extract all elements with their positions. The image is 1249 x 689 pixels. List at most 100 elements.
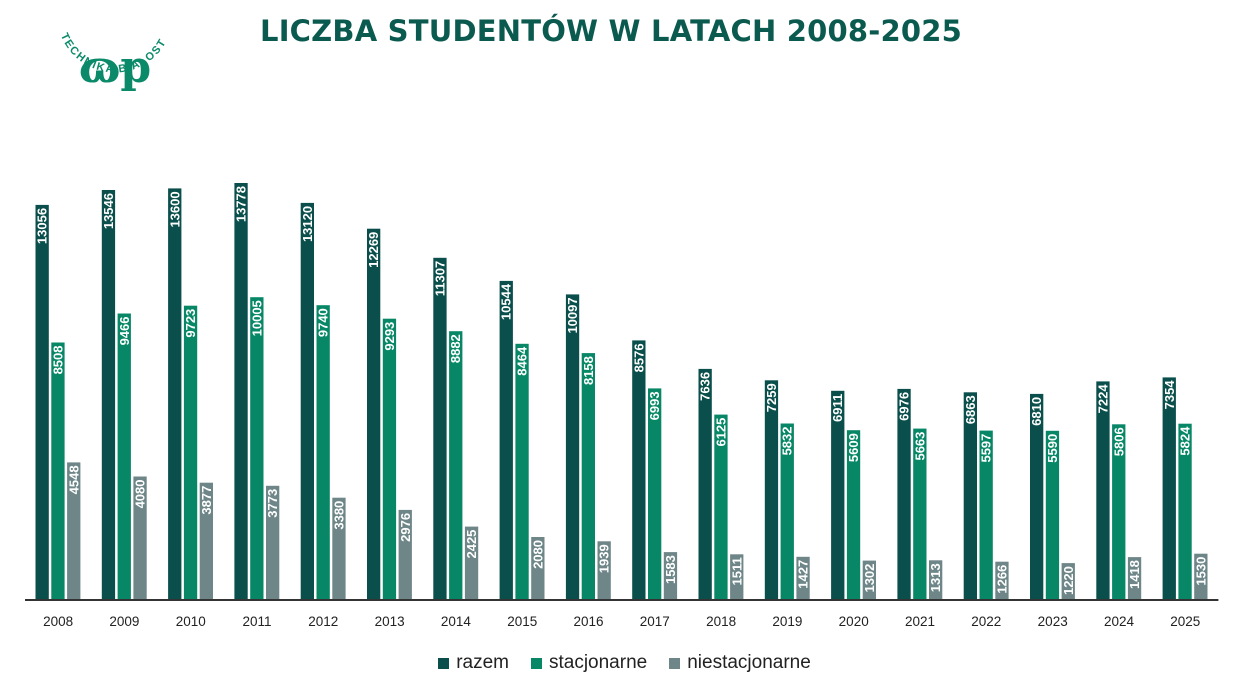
data-label-stacjonarne-2024: 5806 [1111,427,1126,456]
data-label-razem-2024: 7224 [1096,384,1111,414]
data-label-razem-2017: 8576 [631,343,646,372]
bar-niestacjonarne-2008 [67,462,81,600]
bar-razem-2024 [1096,381,1110,600]
data-label-stacjonarne-2020: 5609 [846,433,861,462]
data-label-stacjonarne-2016: 8158 [581,356,596,385]
data-label-razem-2011: 13778 [234,186,249,222]
bar-razem-2012 [300,202,314,600]
legend-item-niestacjonarne: niestacjonarne [669,652,811,674]
x-tick-label: 2025 [1170,614,1200,629]
legend-swatch-razem [438,657,450,669]
x-tick-label: 2009 [109,614,139,629]
bar-niestacjonarne-2018 [730,554,744,600]
bar-stacjonarne-2025 [1178,423,1192,600]
data-label-niestacjonarne-2009: 4080 [133,480,148,509]
bar-niestacjonarne-2017 [663,552,678,600]
x-tick-label: 2020 [839,614,869,629]
data-label-stacjonarne-2013: 9293 [382,322,397,351]
data-label-niestacjonarne-2017: 1583 [663,555,678,584]
data-label-stacjonarne-2025: 5824 [1178,426,1193,456]
data-label-niestacjonarne-2011: 3773 [265,489,280,518]
bar-stacjonarne-2023 [1045,430,1060,600]
logo-glyph: ɷp [79,42,151,93]
bar-stacjonarne-2020 [846,430,861,600]
bar-stacjonarne-2022 [979,430,993,600]
bar-stacjonarne-2010 [183,305,198,600]
bar-niestacjonarne-2012 [332,497,346,600]
bar-razem-2025 [1162,377,1176,600]
bar-niestacjonarne-2013 [398,509,412,600]
bar-razem-2014 [433,257,447,600]
x-tick-label: 2024 [1104,614,1135,629]
x-tick-label: 2023 [1038,614,1068,629]
legend-item-stacjonarne: stacjonarne [530,652,648,674]
data-label-niestacjonarne-2010: 3877 [199,486,214,515]
data-label-stacjonarne-2011: 10005 [249,300,264,336]
bar-stacjonarne-2008 [51,342,65,600]
bar-niestacjonarne-2022 [995,561,1009,600]
data-label-stacjonarne-2023: 5590 [1045,434,1060,463]
bar-niestacjonarne-2025 [1194,553,1208,600]
legend-swatch-niestacjonarne [669,657,681,669]
data-label-niestacjonarne-2024: 1418 [1127,560,1142,589]
data-label-niestacjonarne-2014: 2425 [464,530,479,559]
bar-niestacjonarne-2024 [1127,557,1142,600]
data-label-niestacjonarne-2012: 3380 [331,501,346,530]
data-label-razem-2014: 11307 [432,261,447,296]
x-tick-label: 2018 [706,614,736,629]
bar-niestacjonarne-2014 [464,526,479,600]
university-logo: POLITECHNIKA BIAŁOSTOCKA ɷp [36,30,168,93]
bar-stacjonarne-2021 [913,428,927,600]
bar-razem-2010 [168,188,182,600]
legend-label-razem: razem [456,652,509,673]
x-tick-label: 2014 [441,614,472,629]
data-label-razem-2010: 13600 [167,191,182,227]
bar-niestacjonarne-2010 [199,482,213,600]
bar-razem-2017 [632,340,646,600]
data-label-stacjonarne-2012: 9740 [316,308,331,337]
data-label-niestacjonarne-2015: 2080 [530,540,545,569]
data-label-niestacjonarne-2025: 1530 [1193,557,1208,586]
x-tick-label: 2021 [905,614,935,629]
x-tick-label: 2012 [308,614,338,629]
bar-stacjonarne-2009 [117,313,131,600]
x-tick-label: 2008 [43,614,73,629]
bar-stacjonarne-2011 [250,297,264,600]
data-label-niestacjonarne-2022: 1266 [994,565,1009,594]
bar-razem-2016 [565,294,580,600]
bar-razem-2009 [101,190,116,600]
bar-niestacjonarne-2019 [796,556,810,600]
legend-label-stacjonarne: stacjonarne [548,652,648,673]
bar-razem-2019 [764,380,779,600]
x-tick-label: 2011 [242,614,271,629]
data-label-razem-2019: 7259 [764,383,779,412]
bar-niestacjonarne-2011 [266,485,280,600]
bar-stacjonarne-2012 [316,305,330,600]
data-label-razem-2015: 10544 [499,283,514,320]
bar-niestacjonarne-2009 [133,476,147,600]
bar-razem-2015 [499,280,513,600]
data-label-razem-2018: 7636 [698,372,713,401]
bar-razem-2018 [698,368,712,600]
data-label-niestacjonarne-2023: 1220 [1061,566,1076,595]
legend-label-niestacjonarne: niestacjonarne [687,652,811,673]
data-label-razem-2016: 10097 [565,297,580,333]
bar-niestacjonarne-2016 [597,541,611,600]
data-label-razem-2020: 6911 [830,394,845,422]
x-tick-label: 2019 [772,614,802,629]
legend: razem stacjonarne niestacjonarne [0,652,1249,674]
x-tick-label: 2013 [375,614,405,629]
bar-razem-2020 [831,390,845,600]
data-label-niestacjonarne-2019: 1427 [796,560,811,589]
data-label-stacjonarne-2015: 8464 [515,346,530,376]
bar-stacjonarne-2014 [449,331,463,600]
x-tick-label: 2010 [176,614,206,629]
data-label-niestacjonarne-2018: 1511 [729,557,744,585]
data-label-razem-2009: 13546 [101,193,116,229]
x-tick-label: 2016 [573,614,603,629]
bar-razem-2021 [897,388,911,600]
bar-niestacjonarne-2020 [862,560,876,600]
bar-razem-2013 [367,228,381,600]
bar-razem-2023 [1030,393,1044,600]
